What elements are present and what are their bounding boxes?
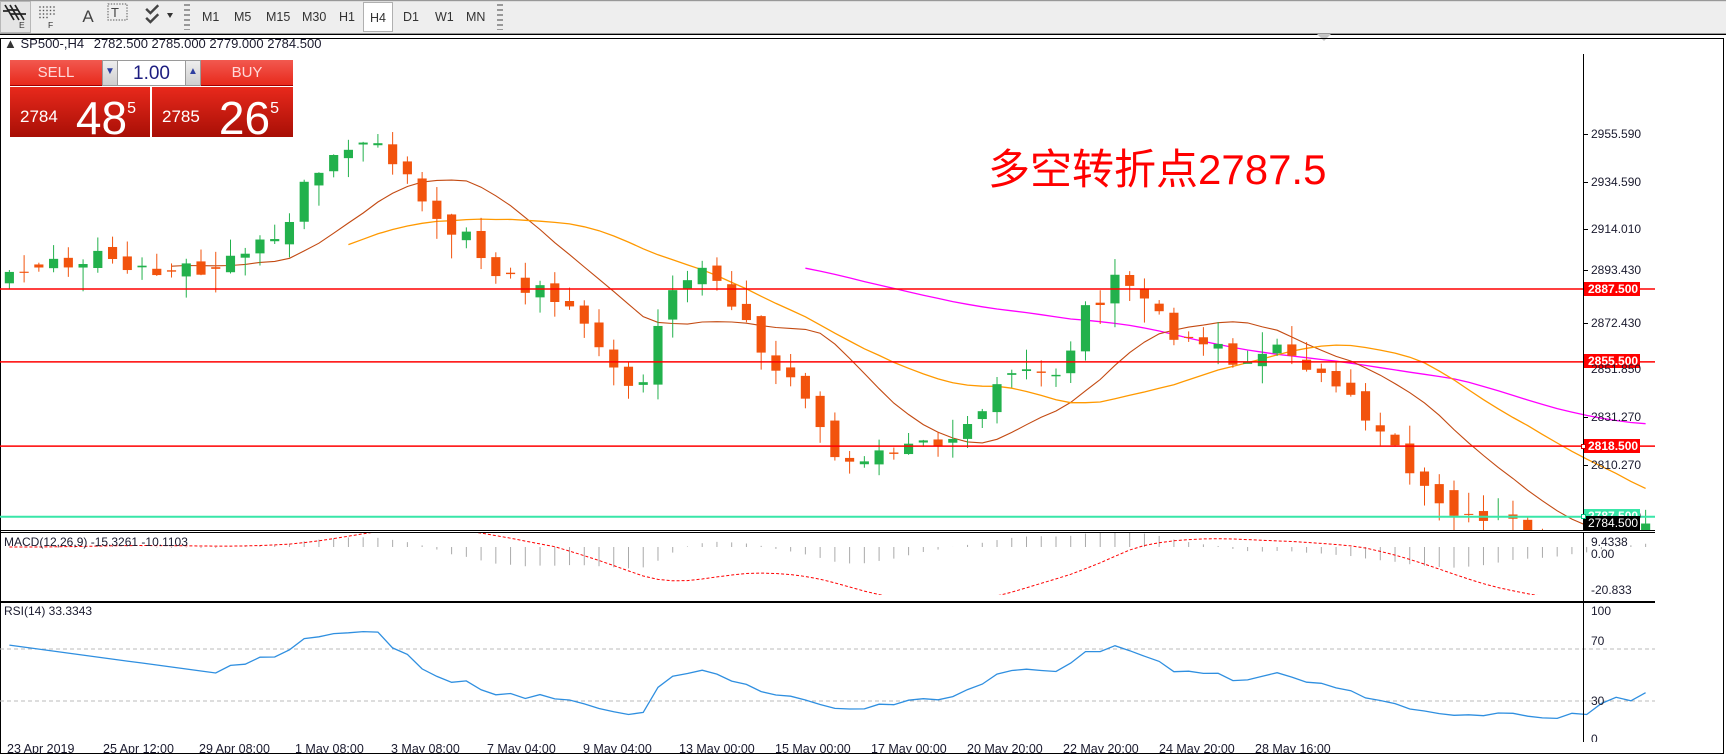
svg-text:T: T	[111, 5, 119, 20]
svg-text:E: E	[19, 20, 25, 30]
svg-text:F: F	[48, 20, 53, 30]
